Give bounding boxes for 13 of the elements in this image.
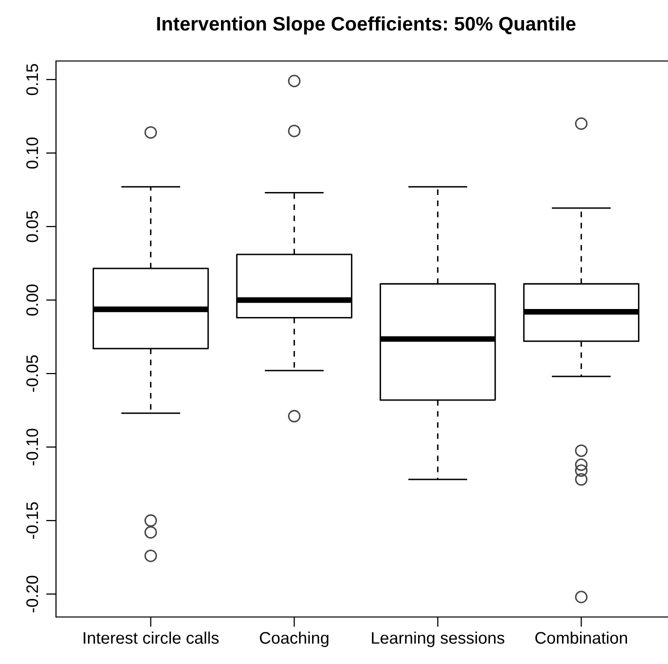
chart-title: Intervention Slope Coefficients: 50% Quantile xyxy=(157,16,576,34)
x-tick-label: Combination xyxy=(535,632,627,644)
y-tick-label: 0.15 xyxy=(26,64,38,96)
y-tick-label: 0.00 xyxy=(26,284,38,316)
x-tick-label: Interest circle calls xyxy=(84,632,219,644)
y-tick-label: 0.05 xyxy=(26,211,38,242)
y-tick-label: -0.05 xyxy=(26,355,38,392)
y-tick-label: 0.10 xyxy=(26,137,38,169)
y-tick-label: -0.20 xyxy=(26,576,38,612)
x-tick-label: Coaching xyxy=(260,632,328,648)
y-tick-label: -0.10 xyxy=(26,428,38,466)
y-tick-label: -0.15 xyxy=(26,502,38,539)
x-tick-label: Learning sessions xyxy=(372,632,504,648)
